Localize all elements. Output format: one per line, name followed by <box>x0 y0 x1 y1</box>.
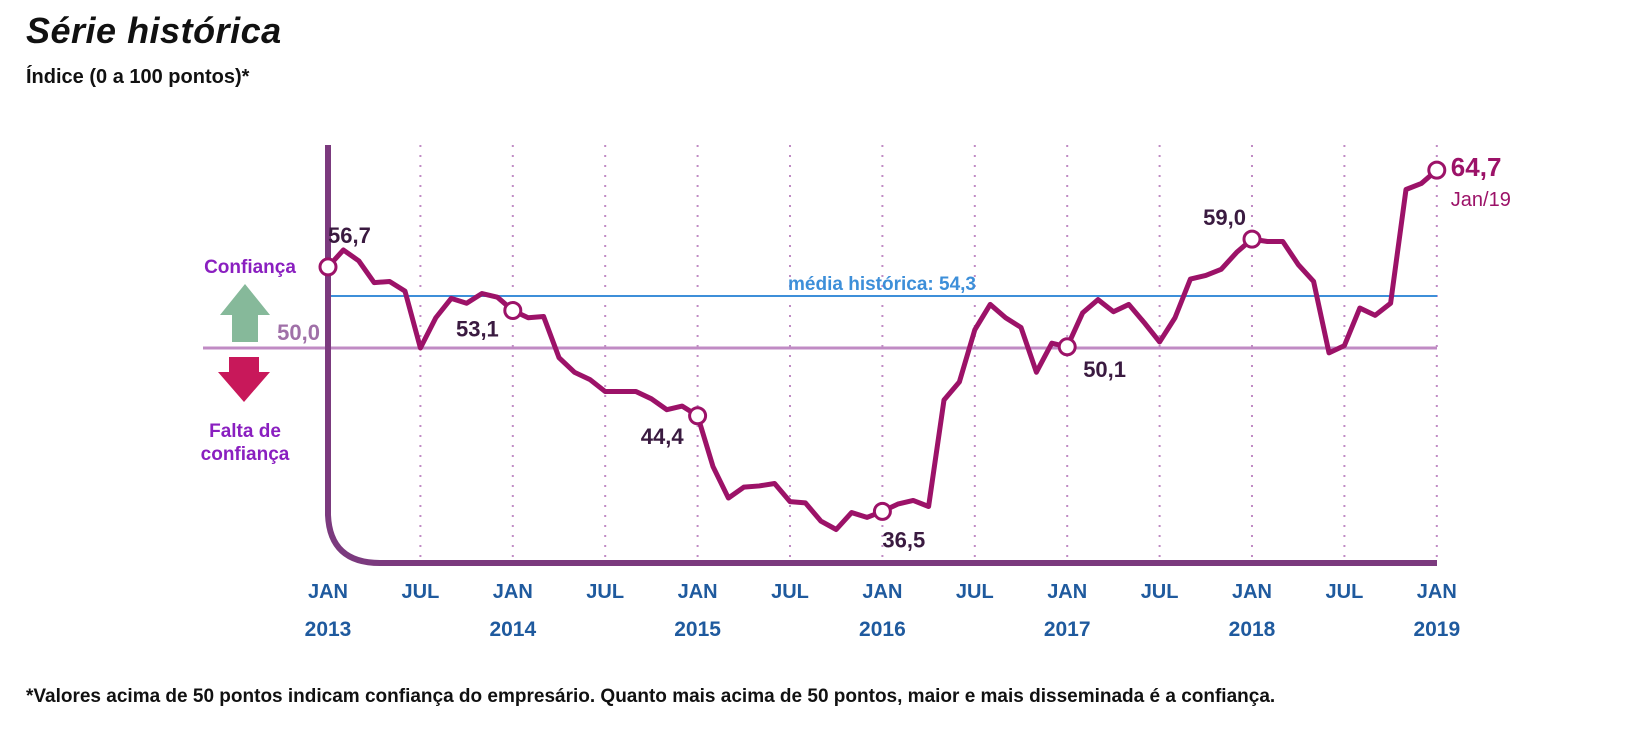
confidence-label: Confiança <box>204 257 296 278</box>
x-tick-month: JUL <box>402 581 440 603</box>
x-tick-month: JAN <box>493 581 533 603</box>
down-arrow-icon <box>218 357 270 402</box>
annotation-marker <box>688 406 708 426</box>
x-tick-month: JUL <box>956 581 994 603</box>
x-tick-year: 2013 <box>305 618 352 641</box>
no-confidence-label-line1: Falta de <box>209 421 281 442</box>
x-tick-month: JUL <box>771 581 809 603</box>
x-tick-month: JAN <box>1417 581 1457 603</box>
x-tick-month: JUL <box>586 581 624 603</box>
x-tick-year: 2018 <box>1229 618 1276 641</box>
x-axis-ticks: JAN 2013 JUL JAN 2014 JUL JAN 2015 JUL JAN 2016 JUL… <box>305 581 1461 641</box>
annotation-marker <box>503 300 523 320</box>
annotation-label: 59,0 <box>1203 205 1246 230</box>
x-tick-month: JAN <box>1047 581 1087 603</box>
annotation-label: 56,7 <box>328 223 371 248</box>
annotations: 56,7 53,1 44,4 36,5 50,1 59,0 64,7 Jan/19 <box>318 152 1511 552</box>
x-tick-year: 2017 <box>1044 618 1091 641</box>
annotation-sublabel: Jan/19 <box>1451 189 1511 211</box>
x-tick-year: 2019 <box>1413 618 1460 641</box>
annotation-label: 64,7 <box>1451 152 1502 182</box>
x-tick-year: 2016 <box>859 618 906 641</box>
annotation-marker <box>872 501 892 521</box>
annotation-marker <box>1242 229 1262 249</box>
x-tick-month: JAN <box>1232 581 1272 603</box>
x-tick-month: JAN <box>862 581 902 603</box>
x-tick-year: 2014 <box>489 618 536 641</box>
chart-title: Série histórica <box>26 10 282 51</box>
annotation-label: 50,1 <box>1083 357 1126 382</box>
x-tick-year: 2015 <box>674 618 721 641</box>
up-arrow-icon <box>220 284 270 342</box>
footnote: *Valores acima de 50 pontos indicam conf… <box>26 686 1276 707</box>
x-tick-month: JAN <box>308 581 348 603</box>
annotation-label: 53,1 <box>456 316 499 341</box>
chart-subtitle: Índice (0 a 100 pontos)* <box>26 66 250 88</box>
annotation-marker <box>1057 337 1077 357</box>
no-confidence-label-line2: confiança <box>201 444 290 465</box>
x-tick-month: JUL <box>1141 581 1179 603</box>
threshold-label: 50,0 <box>277 320 320 345</box>
mean-reference-label: média histórica: 54,3 <box>788 274 976 295</box>
annotation-label: 36,5 <box>882 527 925 552</box>
axis-frame <box>325 145 1437 566</box>
annotation-marker <box>318 257 338 277</box>
x-tick-month: JUL <box>1326 581 1364 603</box>
annotation-marker <box>1427 160 1447 180</box>
annotation-label: 44,4 <box>641 424 685 449</box>
x-tick-month: JAN <box>678 581 718 603</box>
